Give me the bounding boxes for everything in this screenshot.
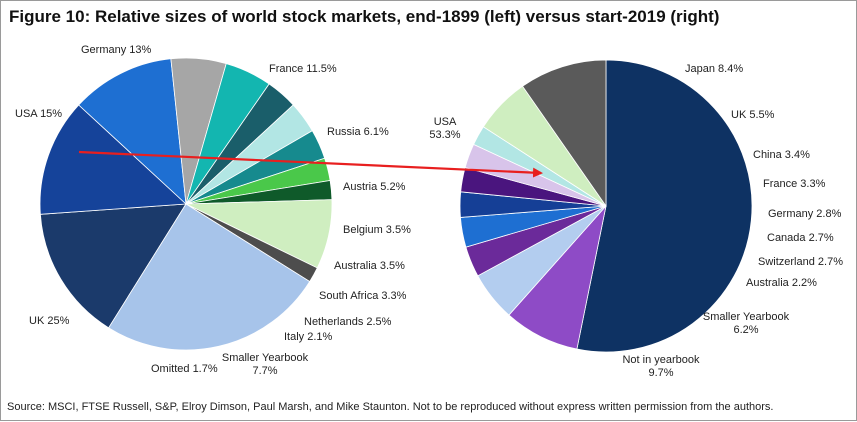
pie-1899-label-south-africa: South Africa 3.3%	[319, 290, 407, 302]
pie-2019-slice-not-in-yearbook	[522, 59, 607, 208]
pie-1899-slice-usa	[39, 203, 187, 329]
chart-title: Figure 10: Relative sizes of world stock…	[9, 7, 720, 26]
pie-1899	[39, 57, 333, 351]
pie-1899-slice-uk	[108, 203, 311, 351]
pie-1899-label-uk: UK 25%	[29, 315, 70, 327]
pie-1899-label-austria: Austria 5.2%	[343, 181, 406, 193]
pie-2019-slice-usa	[576, 59, 753, 353]
pie-2019-label-france: France 3.3%	[763, 178, 826, 190]
pie-2019-label-japan: Japan 8.4%	[685, 63, 743, 75]
pie-1899-label-germany: Germany 13%	[81, 44, 152, 56]
pie-1899-slice-germany	[39, 104, 187, 215]
pie-1899-label-omitted: Omitted 1.7%	[151, 363, 218, 375]
pie-2019-label-germany: Germany 2.8%	[768, 208, 842, 220]
pie-1899-label-france: France 11.5%	[269, 63, 337, 75]
pie-1899-label-australia: Australia 3.5%	[334, 260, 405, 272]
pie-2019-label-switzerland: Switzerland 2.7%	[758, 256, 843, 268]
pie-2019-label-not-in-yearbook: Not in yearbook 9.7%	[622, 354, 700, 379]
source-note: Source: MSCI, FTSE Russell, S&P, Elroy D…	[7, 401, 774, 413]
pie-2019	[459, 59, 753, 353]
pie-1899-label-belgium: Belgium 3.5%	[343, 224, 411, 236]
pie-2019-label-china: China 3.4%	[753, 149, 810, 161]
pie-2019-label-uk: UK 5.5%	[731, 109, 775, 121]
pie-2019-labels: USA 53.3% Japan 8.4% UK 5.5% China 3.4% Franc…	[429, 63, 843, 379]
comparison-arrow	[78, 150, 543, 178]
pie-1899-labels: USA 15% Germany 13% France 11.5% Russia 6.1…	[15, 44, 411, 377]
pie-2019-label-canada: Canada 2.7%	[767, 232, 834, 244]
pie-1899-label-smaller-yearbook: Smaller Yearbook 7.7%	[222, 352, 309, 377]
pie-1899-label-russia: Russia 6.1%	[327, 126, 389, 138]
pie-2019-label-smaller-yearbook: Smaller Yearbook 6.2%	[703, 311, 790, 336]
pie-1899-label-netherlands: Netherlands 2.5%	[304, 316, 392, 328]
pie-1899-label-usa: USA 15%	[15, 108, 62, 120]
pie-1899-label-italy: Italy 2.1%	[284, 331, 333, 343]
pie-2019-label-usa: USA 53.3%	[429, 116, 460, 141]
pie-1899-slice-france	[78, 58, 187, 206]
pie-2019-label-australia: Australia 2.2%	[746, 277, 817, 289]
